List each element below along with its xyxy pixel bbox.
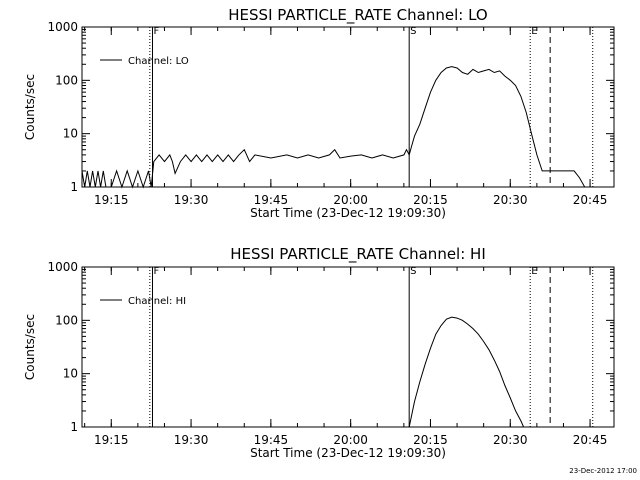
x-tick-label: 20:15 [413,433,448,447]
event-marker-label: F [153,26,159,37]
legend-label: Channel: HI [128,296,186,307]
event-marker-label: S [410,26,416,37]
x-tick-label: 20:00 [333,433,368,447]
event-marker-label: E [531,266,537,277]
y-tick-label: 1 [70,180,78,194]
x-tick-label: 20:45 [573,433,608,447]
x-tick-label: 19:45 [254,433,289,447]
y-tick-label: 10 [63,367,78,381]
x-tick-label: 19:30 [174,433,209,447]
chart-panel-hi: HESSI PARTICLE_RATE Channel: HI 19:15 19:3… [23,245,615,460]
x-tick-label: 20:45 [573,193,608,207]
y-axis-label: Counts/sec [23,314,37,380]
y-tick-label: 100 [55,73,78,87]
x-tick-label: 19:45 [254,193,289,207]
plot-frame [81,266,615,428]
event-marker-label: E [531,26,537,37]
legend-label: Channel: LO [128,56,189,67]
y-tick-label: 1000 [47,260,78,274]
footer-timestamp: 23-Dec-2012 17:00 [569,467,637,475]
series-line [408,316,525,428]
plot-frame [81,26,615,188]
x-axis-label: Start Time (23-Dec-12 19:09:30) [250,206,446,220]
chart-title: HESSI PARTICLE_RATE Channel: HI [230,245,486,264]
x-tick-label: 20:15 [413,193,448,207]
chart-title: HESSI PARTICLE_RATE Channel: LO [228,6,487,25]
event-marker-label: F [153,266,159,277]
x-tick-label: 20:00 [333,193,368,207]
x-tick-label: 19:15 [94,433,129,447]
chart-panel-lo: HESSI PARTICLE_RATE Channel: LO 19:15 19:3… [23,6,615,220]
x-tick-label: 19:15 [94,193,129,207]
x-axis-label: Start Time (23-Dec-12 19:09:30) [250,446,446,460]
series-line [81,66,586,189]
y-tick-label: 1 [70,420,78,434]
x-tick-label: 20:30 [493,193,528,207]
y-axis-label: Counts/sec [23,74,37,140]
x-tick-label: 19:30 [174,193,209,207]
x-tick-label: 20:30 [493,433,528,447]
y-tick-label: 1000 [47,20,78,34]
event-marker-label: S [410,266,416,277]
y-tick-label: 10 [63,127,78,141]
y-tick-label: 100 [55,313,78,327]
